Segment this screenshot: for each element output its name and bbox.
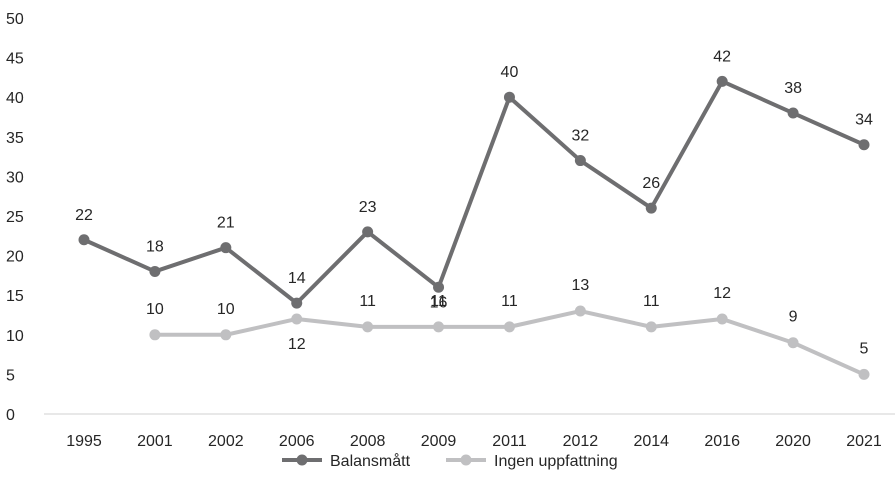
data-point	[716, 313, 728, 325]
x-tick-label: 2021	[846, 433, 882, 450]
data-label: 11	[359, 293, 376, 310]
x-tick-label: 2011	[492, 433, 527, 450]
data-label: 10	[146, 301, 164, 318]
data-point	[787, 107, 799, 119]
y-axis: 0 5 10 15 20 25 30 35 40 45 50	[6, 11, 24, 424]
x-axis: 1995 2001 2002 2006 2008 2009 2011 2012 2014 2016…	[44, 413, 895, 450]
data-point	[78, 234, 90, 246]
data-point	[149, 329, 161, 341]
data-point	[220, 329, 232, 341]
x-tick-label: 2020	[775, 433, 811, 450]
data-label: 10	[217, 301, 235, 318]
data-point	[362, 321, 374, 333]
data-label: 12	[288, 336, 306, 353]
data-label: 5	[860, 340, 869, 357]
data-label: 12	[713, 285, 731, 302]
data-point	[291, 297, 303, 309]
y-tick-label: 45	[6, 51, 24, 68]
y-tick-label: 10	[6, 328, 24, 345]
series-line	[154, 309, 865, 377]
data-point	[503, 91, 515, 103]
data-label: 32	[571, 128, 589, 145]
data-point	[858, 368, 870, 380]
data-label: 13	[571, 277, 589, 294]
series-line	[83, 79, 865, 306]
x-tick-label: 2002	[208, 433, 244, 450]
x-tick-label: 2009	[421, 433, 457, 450]
data-label: 16	[430, 294, 448, 311]
data-label: 11	[430, 293, 447, 310]
data-point	[716, 75, 728, 87]
x-tick-label: 2006	[279, 433, 315, 450]
legend-swatch-marker	[296, 454, 308, 466]
y-tick-label: 25	[6, 209, 24, 226]
x-tick-label: 2008	[350, 433, 386, 450]
data-point	[574, 305, 586, 317]
y-tick-label: 35	[6, 130, 24, 147]
data-label: 22	[75, 207, 93, 224]
data-point	[433, 321, 445, 333]
data-label: 40	[501, 64, 519, 81]
legend-label: Ingen uppfattning	[494, 453, 618, 470]
y-tick-label: 15	[6, 288, 24, 305]
data-point	[433, 281, 445, 293]
data-point	[645, 321, 657, 333]
y-tick-label: 40	[6, 90, 24, 107]
data-point	[574, 155, 586, 167]
x-tick-label: 2014	[633, 433, 669, 450]
y-tick-label: 50	[6, 11, 24, 28]
data-point	[787, 337, 799, 349]
legend-swatch-marker	[460, 454, 472, 466]
x-tick-label: 1995	[66, 433, 102, 450]
data-label: 38	[784, 80, 802, 97]
data-label: 14	[288, 270, 306, 287]
data-label: 34	[855, 112, 873, 129]
data-point	[858, 139, 870, 151]
data-point	[645, 202, 657, 214]
data-label: 26	[642, 175, 660, 192]
y-tick-label: 0	[6, 407, 15, 424]
legend-item: Ingen uppfattning	[446, 453, 618, 470]
data-point	[220, 242, 232, 254]
data-point	[503, 321, 515, 333]
data-point	[362, 226, 374, 238]
data-labels: 22 18 21 14 23 16 40 32 26 42 38 34 10 10 12 11 11 11 13 11…	[75, 48, 873, 357]
legend-item: Balansmått	[282, 452, 411, 470]
y-tick-label: 5	[6, 367, 15, 384]
x-tick-label: 2001	[137, 433, 173, 450]
x-tick-label: 2016	[704, 433, 740, 450]
legend-label: Balansmått	[330, 452, 411, 470]
data-label: 18	[146, 238, 164, 255]
series-layer	[78, 75, 870, 380]
legend: Balansmått Ingen uppfattning	[282, 452, 618, 470]
data-label: 11	[643, 293, 660, 310]
data-label: 9	[789, 309, 798, 326]
data-label: 42	[713, 48, 731, 65]
data-label: 21	[217, 215, 235, 232]
x-tick-label: 2012	[563, 433, 599, 450]
y-tick-label: 30	[6, 169, 24, 186]
data-label: 11	[501, 293, 518, 310]
y-tick-label: 20	[6, 249, 24, 266]
data-point	[149, 265, 161, 277]
data-point	[291, 313, 303, 325]
data-label: 23	[359, 199, 377, 216]
